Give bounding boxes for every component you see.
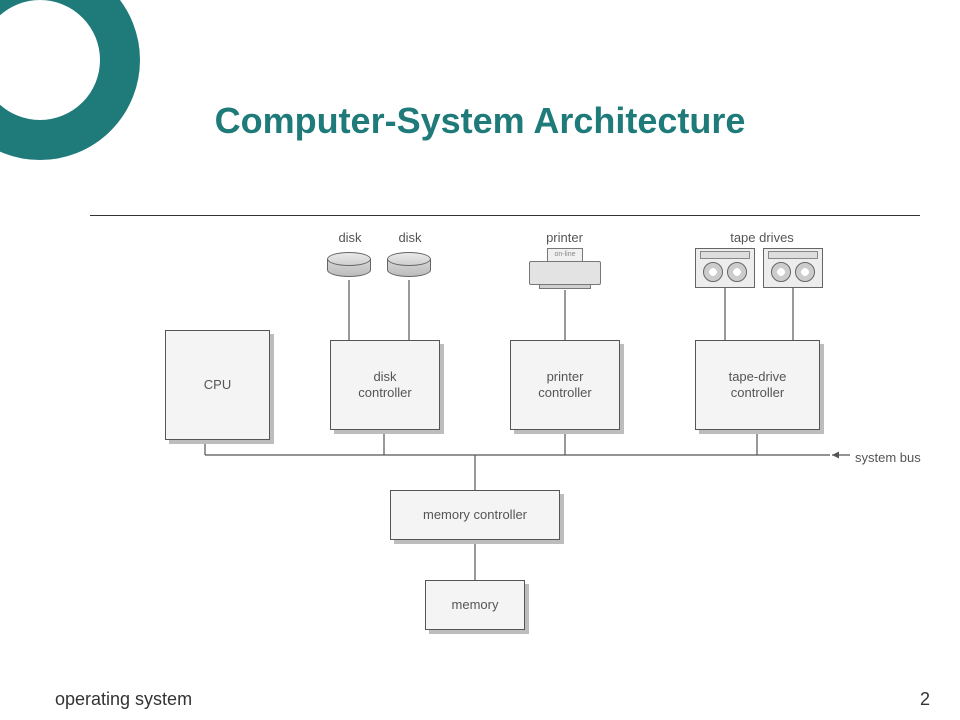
footer-right: 2 [920, 689, 930, 710]
printer-icon: on-line [529, 248, 601, 292]
device-label-3: tape drives [717, 230, 807, 245]
node-printer_ctrl: printercontroller [510, 340, 620, 430]
tape-drive-icon-1 [763, 248, 823, 288]
disk-icon-1 [387, 252, 431, 280]
device-label-1: disk [390, 230, 430, 245]
architecture-diagram: CPU diskcontroller printercontroller tape-d… [165, 230, 925, 660]
node-tape_ctrl: tape-drivecontroller [695, 340, 820, 430]
system-bus-label: system bus [855, 450, 921, 465]
title-underline [90, 215, 920, 216]
device-label-0: disk [330, 230, 370, 245]
disk-icon-0 [327, 252, 371, 280]
node-disk_ctrl: diskcontroller [330, 340, 440, 430]
tape-drive-icon-0 [695, 248, 755, 288]
diagram-wires [165, 230, 925, 660]
device-label-2: printer [537, 230, 592, 245]
footer-left: operating system [55, 689, 192, 710]
slide-title: Computer-System Architecture [0, 100, 960, 142]
node-memory: memory [425, 580, 525, 630]
node-cpu: CPU [165, 330, 270, 440]
node-mem_ctrl: memory controller [390, 490, 560, 540]
